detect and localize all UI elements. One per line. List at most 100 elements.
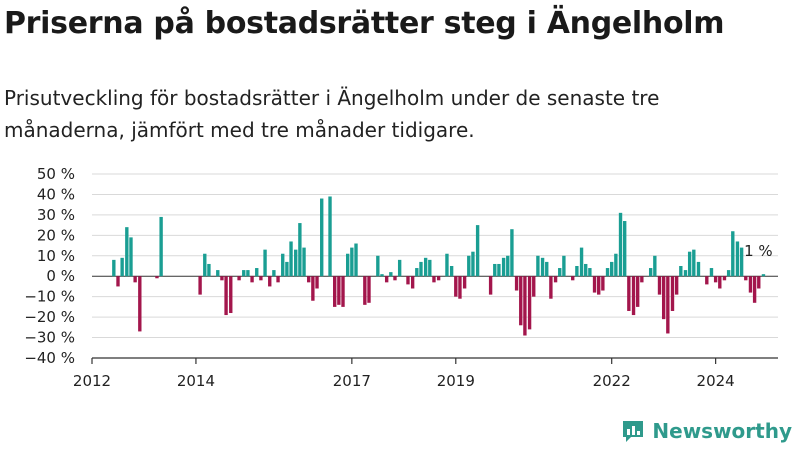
bar: [713, 276, 718, 283]
x-tick-label: 2014: [177, 372, 215, 390]
bar: [259, 276, 263, 281]
bar: [133, 276, 137, 283]
x-tick-label: 2024: [697, 372, 735, 390]
bar: [545, 261, 549, 277]
bar: [419, 261, 423, 277]
bar: [666, 276, 670, 334]
bar: [116, 276, 120, 287]
bar: [125, 227, 129, 277]
bar: [709, 268, 714, 277]
bar: [302, 247, 306, 277]
bar: [376, 255, 380, 277]
bar: [224, 276, 228, 316]
bar: [207, 263, 211, 277]
bar: [687, 251, 692, 277]
bar: [692, 249, 696, 277]
bar: [467, 255, 471, 277]
bar: [623, 221, 627, 277]
bar: [553, 276, 558, 283]
bar: [276, 276, 280, 283]
bar: [159, 216, 163, 277]
bar: [220, 276, 224, 281]
bar: [384, 276, 389, 283]
bar: [454, 276, 458, 297]
bar: [631, 276, 636, 316]
y-tick-label: −30 %: [24, 329, 75, 347]
bar: [263, 249, 267, 277]
bar: [549, 276, 553, 299]
y-tick-label: 40 %: [37, 185, 75, 203]
bar: [229, 276, 233, 314]
brand-logo[interactable]: Newsworthy: [620, 418, 792, 444]
bar: [601, 276, 605, 291]
bar: [393, 276, 397, 281]
y-tick-label: 20 %: [37, 226, 75, 244]
bar: [640, 276, 644, 283]
bar: [493, 263, 497, 277]
bar: [506, 255, 510, 277]
y-tick-label: −40 %: [24, 349, 75, 367]
bar: [752, 276, 757, 303]
bar: [380, 274, 384, 277]
y-tick-label: 30 %: [37, 206, 75, 224]
bar: [761, 274, 766, 277]
bar: [315, 276, 319, 289]
bar: [722, 276, 727, 281]
bar: [333, 276, 337, 307]
bar: [653, 255, 657, 277]
bar: [250, 276, 254, 283]
x-tick-label: 2017: [333, 372, 371, 390]
bar: [739, 247, 744, 277]
bar: [410, 276, 415, 289]
y-tick-label: −20 %: [24, 308, 75, 326]
bar: [670, 276, 675, 311]
bar: [501, 257, 506, 277]
y-tick-label: 50 %: [37, 165, 75, 183]
bar: [488, 276, 493, 295]
bar: [575, 266, 579, 277]
bar: [406, 276, 410, 285]
bar: [592, 276, 597, 293]
bar: [627, 276, 631, 311]
brand-name: Newsworthy: [652, 419, 792, 443]
bar: [428, 259, 432, 277]
bar: [346, 253, 350, 277]
bar: [350, 247, 354, 277]
bar: [757, 276, 761, 289]
bar: [298, 223, 302, 277]
bar: [129, 237, 133, 277]
x-tick-label: 2019: [437, 372, 475, 390]
bar: [445, 253, 449, 277]
bar: [618, 212, 623, 277]
bar: [458, 276, 462, 299]
chart-title: Priserna på bostadsrätter steg i Ängelho…: [4, 6, 725, 41]
grid-lines: [92, 173, 778, 359]
y-tick-label: −10 %: [24, 288, 75, 306]
bar: [579, 247, 584, 277]
bar: [436, 276, 441, 281]
last-value-label: 1 %: [744, 242, 773, 260]
bar: [415, 268, 419, 277]
bar: [731, 231, 735, 277]
bar: [320, 198, 324, 277]
bar: [216, 270, 220, 277]
bar: [367, 276, 371, 303]
bar: [138, 276, 142, 332]
x-axis: 2012 2014 2017 2019 2022 2024: [73, 357, 778, 390]
bar: [289, 241, 293, 277]
bar: [661, 276, 666, 320]
bar: [337, 276, 341, 305]
bar: [657, 276, 662, 295]
bar: [532, 276, 536, 297]
bars: [112, 196, 766, 336]
bar: [510, 229, 514, 277]
bar: [281, 253, 285, 277]
bar: [744, 276, 748, 281]
y-tick-label: 10 %: [37, 247, 75, 265]
bar: [363, 276, 367, 305]
bar: [432, 276, 436, 283]
bar: [354, 243, 358, 277]
bar: [272, 270, 276, 277]
bar: [328, 196, 332, 277]
